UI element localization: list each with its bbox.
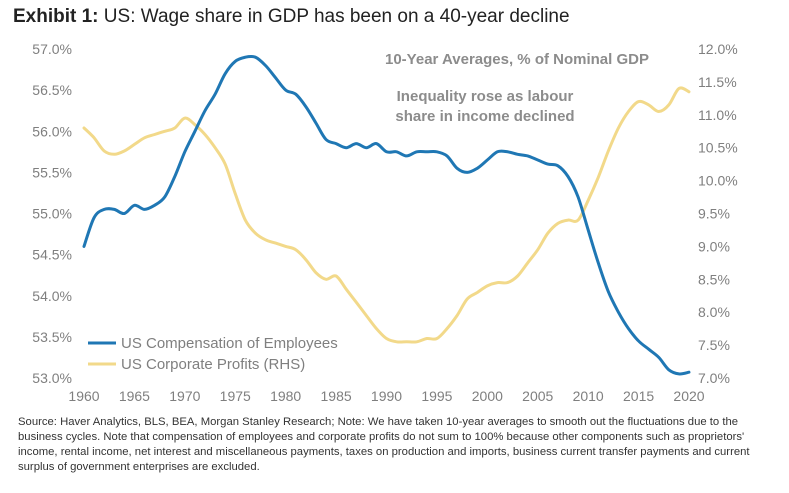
y-left-tick-label: 53.0% — [32, 370, 72, 386]
annotation-line-2: share in income declined — [395, 108, 574, 125]
x-tick-label: 1975 — [220, 388, 251, 404]
y-left-tick-label: 55.5% — [32, 164, 72, 180]
y-left-tick-label: 57.0% — [32, 41, 72, 57]
x-tick-label: 1995 — [421, 388, 452, 404]
y-right-tick-label: 11.5% — [698, 74, 737, 90]
y-left-tick-label: 56.5% — [32, 82, 72, 98]
x-axis-ticks: 1960 1965 1970 1975 1980 1985 1990 1995 2000 2005… — [68, 388, 704, 404]
x-tick-label: 2010 — [573, 388, 604, 404]
annotation-line-1: Inequality rose as labour — [397, 88, 574, 105]
legend: US Compensation of Employees US Corporat… — [88, 335, 338, 373]
legend-label-compensation: US Compensation of Employees — [121, 335, 338, 352]
x-tick-label: 1985 — [321, 388, 352, 404]
series-line-compensation — [82, 54, 691, 376]
source-note: Source: Haver Analytics, BLS, BEA, Morga… — [18, 416, 750, 473]
y-right-tick-label: 7.5% — [698, 337, 730, 353]
annotation-subtitle: 10-Year Averages, % of Nominal GDP — [385, 51, 649, 68]
y-right-tick-label: 9.0% — [698, 238, 730, 254]
y-left-tick-label: 54.5% — [32, 247, 72, 263]
y-right-tick-label: 8.0% — [698, 304, 730, 320]
y-right-tick-label: 12.0% — [698, 41, 738, 57]
x-tick-label: 2000 — [472, 388, 503, 404]
x-tick-label: 1990 — [371, 388, 402, 404]
y-right-tick-label: 7.0% — [698, 370, 730, 386]
y-left-tick-label: 53.5% — [32, 329, 72, 345]
x-tick-label: 2015 — [623, 388, 654, 404]
title-text: US: Wage share in GDP has been on a 40-y… — [103, 6, 570, 27]
x-tick-label: 1970 — [169, 388, 200, 404]
y-left-axis-ticks: 53.0% 53.5% 54.0% 54.5% 55.0% 55.5% 56.0% 56.5%… — [32, 41, 72, 386]
x-tick-label: 1960 — [68, 388, 99, 404]
x-tick-label: 1965 — [119, 388, 150, 404]
y-right-tick-label: 8.5% — [698, 271, 730, 287]
plot-area — [82, 54, 691, 376]
line-chart: 1960 1965 1970 1975 1980 1985 1990 1995 2000 2005… — [32, 41, 738, 404]
chart-title: Exhibit 1: US: Wage share in GDP has bee… — [13, 6, 570, 28]
x-tick-label: 2005 — [522, 388, 553, 404]
series-line-profits — [82, 86, 691, 344]
legend-label-profits: US Corporate Profits (RHS) — [121, 356, 305, 373]
y-right-tick-label: 10.5% — [698, 140, 738, 156]
y-left-tick-label: 56.0% — [32, 123, 72, 139]
y-left-tick-label: 55.0% — [32, 206, 72, 222]
exhibit-label: Exhibit 1: — [13, 6, 99, 27]
x-tick-label: 1980 — [270, 388, 301, 404]
y-right-tick-label: 11.0% — [698, 107, 737, 123]
y-right-axis-ticks: 7.0% 7.5% 8.0% 8.5% 9.0% 9.5% 10.0% 10.5% 11.0% 1… — [698, 41, 738, 386]
y-right-tick-label: 10.0% — [698, 173, 738, 189]
y-right-tick-label: 9.5% — [698, 206, 730, 222]
y-left-tick-label: 54.0% — [32, 288, 72, 304]
x-tick-label: 2020 — [673, 388, 704, 404]
